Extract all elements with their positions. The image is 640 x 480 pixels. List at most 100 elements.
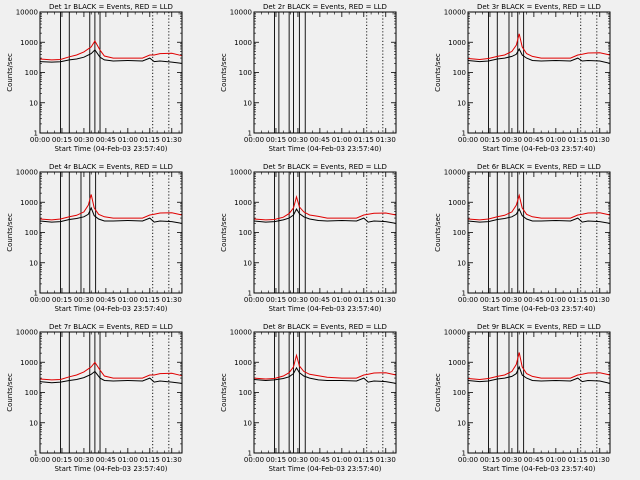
y-tick-label: 1 bbox=[248, 290, 252, 298]
panel-title: Det 9r BLACK = Events, RED = LLD bbox=[477, 323, 601, 331]
y-tick-label: 1000 bbox=[448, 359, 466, 367]
x-tick-label: 00:00 bbox=[244, 456, 264, 464]
x-tick-label: 01:00 bbox=[546, 456, 566, 464]
x-tick-label: 00:15 bbox=[52, 296, 72, 304]
x-tick-label: 00:00 bbox=[244, 136, 264, 144]
y-tick-label: 1 bbox=[248, 130, 252, 138]
y-tick-label: 10000 bbox=[16, 9, 38, 17]
detector-panel: Det 9r BLACK = Events, RED = LLD 1 10 100 10… bbox=[434, 323, 611, 473]
x-tick-label: 01:15 bbox=[354, 296, 374, 304]
y-tick-label: 1 bbox=[462, 290, 466, 298]
x-tick-label: 01:00 bbox=[546, 296, 566, 304]
x-axis-label: Start Time (04-Feb-03 23:57:40) bbox=[268, 465, 381, 473]
events-series-line bbox=[39, 49, 183, 64]
y-tick-label: 1 bbox=[248, 450, 252, 458]
y-tick-label: 10000 bbox=[444, 9, 466, 17]
y-tick-label: 1000 bbox=[234, 199, 252, 207]
panel-title: Det 7r BLACK = Events, RED = LLD bbox=[49, 323, 173, 331]
x-tick-label: 01:00 bbox=[332, 456, 352, 464]
x-tick-label: 01:30 bbox=[376, 296, 396, 304]
x-axis-label: Start Time (04-Feb-03 23:57:40) bbox=[54, 145, 167, 153]
x-tick-label: 01:30 bbox=[162, 456, 182, 464]
y-tick-label: 1000 bbox=[448, 199, 466, 207]
events-series-line bbox=[467, 47, 611, 64]
y-tick-label: 1000 bbox=[448, 39, 466, 47]
y-tick-label: 1 bbox=[34, 290, 38, 298]
events-series-line bbox=[39, 206, 183, 224]
lld-series-line bbox=[467, 193, 611, 221]
x-tick-label: 01:00 bbox=[118, 136, 138, 144]
x-tick-label: 01:15 bbox=[568, 296, 588, 304]
panel-title: Det 3r BLACK = Events, RED = LLD bbox=[477, 3, 601, 11]
y-tick-label: 100 bbox=[239, 229, 252, 237]
x-tick-label: 00:45 bbox=[524, 456, 544, 464]
y-tick-label: 10000 bbox=[16, 169, 38, 177]
y-tick-label: 10 bbox=[243, 419, 252, 427]
x-tick-label: 01:00 bbox=[332, 136, 352, 144]
y-tick-label: 1 bbox=[462, 130, 466, 138]
x-tick-label: 00:45 bbox=[310, 136, 330, 144]
x-tick-label: 00:15 bbox=[52, 136, 72, 144]
x-tick-label: 00:00 bbox=[30, 136, 50, 144]
y-axis-label: Counts/sec bbox=[6, 213, 14, 252]
y-tick-label: 10000 bbox=[444, 169, 466, 177]
x-tick-label: 00:45 bbox=[310, 456, 330, 464]
y-tick-label: 1 bbox=[34, 130, 38, 138]
detector-panel: Det 8r BLACK = Events, RED = LLD 1 10 100 10… bbox=[220, 323, 397, 473]
x-tick-label: 01:15 bbox=[140, 296, 160, 304]
y-axis-label: Counts/sec bbox=[220, 53, 228, 92]
y-axis-label: Counts/sec bbox=[220, 373, 228, 412]
y-tick-label: 10 bbox=[457, 419, 466, 427]
x-tick-label: 00:15 bbox=[266, 136, 286, 144]
x-tick-label: 00:00 bbox=[30, 296, 50, 304]
y-tick-label: 100 bbox=[453, 69, 466, 77]
x-tick-label: 00:15 bbox=[266, 456, 286, 464]
x-axis-label: Start Time (04-Feb-03 23:57:40) bbox=[482, 305, 595, 313]
plot-frame bbox=[253, 171, 397, 294]
lld-series-line bbox=[467, 33, 611, 61]
x-axis-label: Start Time (04-Feb-03 23:57:40) bbox=[268, 145, 381, 153]
x-tick-label: 00:45 bbox=[96, 136, 116, 144]
y-tick-label: 10 bbox=[29, 419, 38, 427]
x-tick-label: 00:30 bbox=[502, 136, 522, 144]
plot-frame bbox=[39, 171, 183, 294]
x-tick-label: 00:15 bbox=[480, 136, 500, 144]
x-tick-label: 01:00 bbox=[546, 136, 566, 144]
y-tick-label: 1000 bbox=[234, 359, 252, 367]
y-tick-label: 10 bbox=[29, 99, 38, 107]
panel-title: Det 1r BLACK = Events, RED = LLD bbox=[49, 3, 173, 11]
x-tick-label: 01:15 bbox=[140, 136, 160, 144]
panel-title: Det 5r BLACK = Events, RED = LLD bbox=[263, 163, 387, 171]
y-tick-label: 1 bbox=[462, 450, 466, 458]
panel-title: Det 2r BLACK = Events, RED = LLD bbox=[263, 3, 387, 11]
y-tick-label: 100 bbox=[25, 229, 38, 237]
plot-frame bbox=[39, 11, 183, 134]
x-tick-label: 00:30 bbox=[288, 296, 308, 304]
x-tick-label: 01:15 bbox=[568, 456, 588, 464]
y-tick-label: 100 bbox=[239, 69, 252, 77]
lld-series-line bbox=[253, 353, 397, 380]
x-tick-label: 00:30 bbox=[74, 296, 94, 304]
x-axis-label: Start Time (04-Feb-03 23:57:40) bbox=[482, 145, 595, 153]
plot-frame bbox=[39, 331, 183, 454]
detector-panel: Det 7r BLACK = Events, RED = LLD 1 10 100 10… bbox=[6, 323, 183, 473]
y-tick-label: 10000 bbox=[230, 169, 252, 177]
x-tick-label: 00:30 bbox=[502, 296, 522, 304]
plot-frame bbox=[253, 11, 397, 134]
panel-title: Det 6r BLACK = Events, RED = LLD bbox=[477, 163, 601, 171]
plot-frame bbox=[467, 11, 611, 134]
events-series-line bbox=[39, 370, 183, 384]
y-axis-label: Counts/sec bbox=[220, 213, 228, 252]
x-tick-label: 01:15 bbox=[140, 456, 160, 464]
x-tick-label: 00:00 bbox=[244, 296, 264, 304]
y-tick-label: 10 bbox=[457, 99, 466, 107]
plot-frame bbox=[253, 331, 397, 454]
lld-series-line bbox=[39, 361, 183, 381]
detector-panel: Det 6r BLACK = Events, RED = LLD 1 10 100 10… bbox=[434, 163, 611, 313]
plot-frame bbox=[467, 331, 611, 454]
x-tick-label: 00:45 bbox=[524, 136, 544, 144]
x-tick-label: 00:45 bbox=[96, 296, 116, 304]
detector-panel: Det 1r BLACK = Events, RED = LLD 1 10 100 10… bbox=[6, 3, 183, 153]
lld-series-line bbox=[39, 194, 183, 221]
